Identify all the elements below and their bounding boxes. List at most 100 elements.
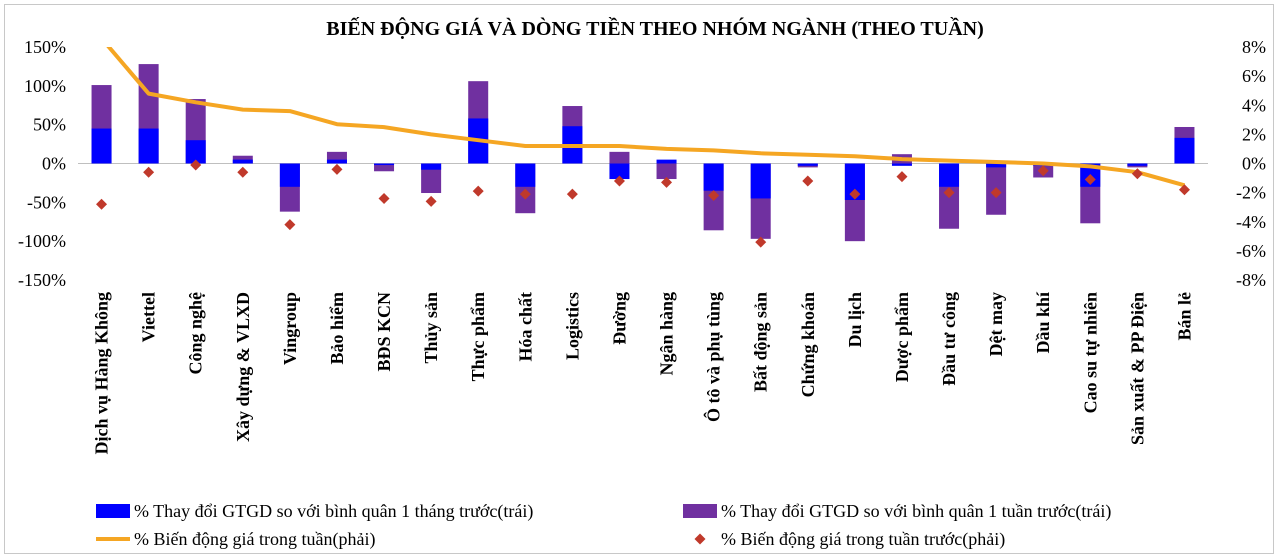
right-axis: 8% 6% 4% 2% 0% -2% -4% -6% -8% — [1236, 37, 1266, 290]
bar-month-7 — [374, 163, 395, 166]
prev-week-point-8 — [425, 195, 437, 207]
category-label: Du lịch — [845, 292, 865, 348]
left-tick-label: -100% — [18, 231, 66, 251]
legend-label-2: % Thay đổi GTGD so với bình quân 1 tuần … — [721, 501, 1111, 522]
category-label: Bất động sản — [751, 292, 771, 392]
category-label: Bảo hiểm — [327, 292, 347, 365]
prev-week-point-2 — [143, 166, 155, 178]
left-tick-label: -50% — [27, 192, 66, 212]
prev-week-point-12 — [613, 175, 625, 187]
bar-month-4 — [232, 159, 253, 164]
bar-month-23 — [1127, 163, 1148, 166]
prev-week-point-13 — [661, 176, 673, 188]
category-label: Bán lẻ — [1174, 292, 1194, 341]
bar-month-8 — [421, 163, 442, 170]
bar-month-20 — [986, 163, 1007, 168]
category-label: Dầu khí — [1033, 291, 1053, 354]
category-label: Dịch vụ Hàng Không — [92, 292, 112, 455]
category-label: Sản xuất & PP Điện — [1127, 292, 1147, 445]
left-tick-label: 50% — [33, 115, 66, 135]
bar-month-13 — [656, 159, 677, 164]
prev-week-point-20 — [990, 187, 1002, 199]
left-tick-label: 0% — [42, 154, 66, 174]
bar-month-6 — [326, 159, 347, 164]
legend-label-4: % Biến động giá trong tuần trước(phải) — [721, 529, 1005, 550]
category-label: Logistics — [562, 292, 582, 360]
category-label: Đầu tư công — [939, 292, 959, 386]
prev-week-point-19 — [943, 187, 955, 199]
category-label: Dược phẩm — [892, 292, 912, 382]
bar-month-14 — [703, 163, 724, 191]
prev-week-point-9 — [472, 185, 484, 197]
bar-week-7 — [374, 163, 395, 172]
category-label: Hóa chất — [515, 292, 535, 362]
right-tick-label: 0% — [1242, 154, 1266, 174]
legend: % Thay đổi GTGD so với bình quân 1 tháng… — [96, 501, 1111, 550]
prev-week-point-1 — [96, 198, 108, 210]
prev-week-point-18 — [896, 171, 908, 183]
prev-week-point-24 — [1178, 184, 1190, 196]
category-label: Thủy sản — [421, 292, 441, 364]
legend-label-3: % Biến động giá trong tuần(phải) — [134, 529, 375, 550]
right-tick-label: 2% — [1242, 124, 1266, 144]
prev-week-point-14 — [708, 190, 720, 202]
left-axis: 150% 100% 50% 0% -50% -100% -150% — [18, 37, 66, 290]
category-label: Xây dựng & VLXD — [233, 292, 253, 442]
legend-swatch-4 — [694, 533, 706, 545]
category-label: Vingroup — [280, 292, 300, 365]
prev-week-point-7 — [378, 192, 390, 204]
bar-month-12 — [609, 163, 630, 180]
category-label: Thực phẩm — [468, 292, 488, 381]
category-label: Viettel — [139, 292, 159, 342]
bar-week-6 — [326, 151, 347, 164]
right-tick-label: 6% — [1242, 66, 1266, 86]
bar-month-18 — [891, 163, 912, 166]
right-tick-label: 8% — [1242, 37, 1266, 57]
bar-week-8 — [421, 163, 442, 194]
bar-month-17 — [844, 163, 865, 201]
prev-week-point-21 — [1037, 165, 1049, 177]
bar-month-3 — [185, 140, 206, 164]
category-label: Đường — [609, 292, 629, 345]
legend-label-1: % Thay đổi GTGD so với bình quân 1 tháng… — [134, 501, 533, 522]
scatter-series — [96, 159, 1190, 248]
chart-frame — [4, 4, 1274, 554]
legend-swatch-1 — [96, 504, 130, 518]
bar-month-15 — [750, 163, 771, 199]
category-label: Dệt may — [986, 292, 1006, 356]
bar-month-19 — [939, 163, 960, 187]
bar-week-12 — [609, 151, 630, 164]
chart-title: BIẾN ĐỘNG GIÁ VÀ DÒNG TIỀN THEO NHÓM NGÀ… — [326, 16, 984, 40]
right-tick-label: -6% — [1236, 241, 1266, 261]
left-tick-label: -150% — [18, 270, 66, 290]
right-tick-label: -4% — [1236, 212, 1266, 232]
prev-week-point-23 — [1131, 168, 1143, 180]
bar-series — [78, 64, 1208, 242]
prev-week-point-15 — [755, 236, 767, 248]
category-label: Ngân hàng — [657, 292, 677, 376]
prev-week-point-16 — [802, 175, 814, 187]
prev-week-point-17 — [849, 188, 861, 200]
left-tick-label: 150% — [24, 37, 66, 57]
price-change-line — [106, 47, 1186, 188]
prev-week-point-10 — [519, 188, 531, 200]
bar-month-2 — [138, 128, 159, 164]
right-tick-label: -8% — [1236, 270, 1266, 290]
category-labels: Dịch vụ Hàng Không Viettel Công nghệ Xây dự… — [92, 291, 1195, 455]
category-label: Chứng khoán — [798, 292, 818, 397]
bar-week-13 — [656, 163, 677, 180]
right-tick-label: 4% — [1242, 95, 1266, 115]
prev-week-point-4 — [237, 166, 249, 178]
category-label: Cao su tự nhiên — [1080, 292, 1100, 413]
prev-week-point-22 — [1084, 174, 1096, 186]
bar-month-10 — [515, 163, 536, 187]
left-tick-label: 100% — [24, 76, 66, 96]
prev-week-point-11 — [566, 188, 578, 200]
bar-month-1 — [91, 128, 112, 164]
category-label: Ô tô và phụ tùng — [703, 292, 724, 422]
line-series — [106, 47, 1186, 188]
category-label: BĐS KCN — [374, 292, 394, 372]
bar-month-24 — [1174, 137, 1195, 164]
bar-month-16 — [797, 163, 818, 166]
